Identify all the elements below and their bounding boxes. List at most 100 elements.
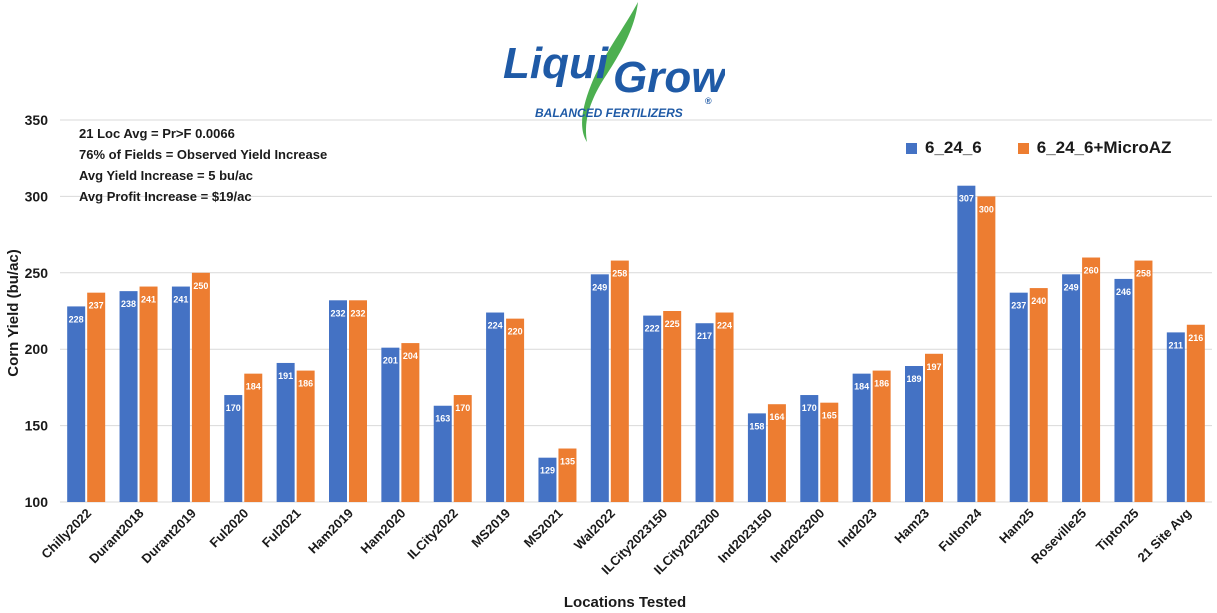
- legend-item-series2: 6_24_6+MicroAZ: [1017, 138, 1172, 158]
- data-label: 211: [1169, 340, 1184, 350]
- logo-text-liqui: Liqui: [503, 39, 609, 88]
- bar-series1: [852, 373, 871, 502]
- data-label: 250: [193, 281, 208, 291]
- y-tick-label: 100: [25, 494, 49, 510]
- stats-annotation: 21 Loc Avg = Pr>F 0.0066 76% of Fields =…: [79, 123, 327, 207]
- data-label: 164: [769, 412, 784, 422]
- x-tick-label: Ind2023: [835, 506, 880, 551]
- data-label: 165: [822, 411, 837, 421]
- data-label: 241: [141, 295, 156, 305]
- bar-series1: [1166, 332, 1185, 502]
- bar-series1: [1114, 278, 1133, 502]
- bar-series2: [663, 311, 682, 502]
- data-label: 216: [1188, 333, 1203, 343]
- data-label: 191: [278, 371, 293, 381]
- data-label: 163: [435, 414, 450, 424]
- bar-series2: [1134, 260, 1153, 502]
- data-label: 186: [874, 379, 889, 389]
- x-tick-label: Ind2023200: [767, 506, 827, 566]
- x-tick-label: MS2021: [521, 506, 566, 551]
- y-axis-ticks: 100 150 200 250 300 350: [25, 112, 49, 510]
- bar-series1: [224, 395, 243, 502]
- data-label: 232: [330, 308, 345, 318]
- data-label: 228: [69, 314, 84, 324]
- data-label: 240: [1031, 296, 1046, 306]
- data-label: 225: [665, 319, 680, 329]
- legend-item-series1: 6_24_6: [906, 138, 982, 158]
- bar-series1: [329, 300, 347, 502]
- x-tick-label: Tipton25: [1093, 506, 1142, 555]
- x-tick-label: MS2019: [468, 506, 513, 551]
- bar-series2: [1186, 324, 1205, 502]
- bar-series1: [590, 274, 609, 502]
- data-label: 222: [645, 324, 660, 334]
- x-tick-label: Ham25: [996, 506, 1037, 547]
- legend-swatch-series2: [1017, 142, 1029, 154]
- data-label: 258: [612, 269, 627, 279]
- data-label: 232: [350, 308, 365, 318]
- data-label: 224: [717, 321, 732, 331]
- legend-label: 6_24_6: [925, 138, 982, 157]
- bar-series1: [695, 323, 714, 502]
- bar-series2: [506, 318, 525, 502]
- bar-series2: [715, 312, 734, 502]
- data-label: 260: [1084, 266, 1099, 276]
- bar-series1: [171, 286, 190, 502]
- x-tick-label: Wal2022: [571, 506, 618, 553]
- bar-series1: [1009, 292, 1028, 502]
- legend: 6_24_6 6_24_6+MicroAZ: [906, 138, 1207, 158]
- bar-series2: [558, 448, 577, 502]
- data-label: 258: [1136, 269, 1151, 279]
- x-tick-label: Ham2019: [305, 506, 356, 557]
- bar-series1: [957, 185, 976, 503]
- bar-series2: [453, 395, 472, 502]
- data-label: 249: [592, 282, 607, 292]
- data-label: 189: [906, 374, 921, 384]
- y-axis-label: Corn Yield (bu/ac): [5, 249, 22, 377]
- x-tick-label: Ham2020: [357, 506, 408, 557]
- x-tick-label: Ful2020: [207, 506, 252, 551]
- data-label: 135: [560, 457, 575, 467]
- bar-series1: [433, 405, 452, 502]
- data-label: 249: [1064, 282, 1079, 292]
- bar-series1: [67, 306, 86, 502]
- stat-line: 76% of Fields = Observed Yield Increase: [79, 147, 328, 162]
- x-tick-label: Roseville25: [1028, 506, 1089, 567]
- bar-series1: [1062, 274, 1081, 502]
- x-tick-label: Fulton24: [936, 505, 985, 554]
- logo-tagline: BALANCED FERTILIZERS: [535, 106, 683, 120]
- bar-series1: [276, 362, 295, 502]
- data-label: 201: [383, 356, 398, 366]
- bar-series2: [139, 286, 158, 502]
- data-label: 129: [540, 466, 555, 476]
- bar-series1: [905, 366, 923, 502]
- data-label: 184: [854, 382, 869, 392]
- bar-series1: [486, 312, 505, 502]
- x-tick-label: ILCity2022: [404, 506, 461, 563]
- bar-series1: [538, 457, 557, 502]
- y-tick-label: 250: [25, 265, 49, 281]
- data-label: 204: [403, 351, 418, 361]
- logo-registered: ®: [705, 96, 712, 106]
- data-label: 241: [173, 295, 188, 305]
- data-label: 237: [89, 301, 104, 311]
- bar-series2: [401, 343, 420, 502]
- x-axis-label: Locations Tested: [564, 594, 686, 611]
- data-label: 186: [298, 379, 313, 389]
- bar-series1: [643, 315, 662, 502]
- bars: 228 237 238 241 241 250 170 184 191 186 232 232 201 2…: [67, 185, 1205, 503]
- x-tick-label: Durant2019: [138, 506, 199, 567]
- data-label: 170: [455, 403, 470, 413]
- data-label: 220: [508, 327, 523, 337]
- bar-series2: [191, 272, 210, 502]
- leaf-icon: [582, 2, 638, 142]
- bar-series1: [800, 395, 819, 502]
- legend-label: 6_24_6+MicroAZ: [1036, 138, 1172, 157]
- bar-series2: [349, 300, 367, 502]
- data-label: 224: [488, 321, 503, 331]
- x-tick-label: Ind2023150: [715, 506, 775, 566]
- y-tick-label: 200: [25, 341, 49, 357]
- bar-series1: [381, 347, 400, 502]
- bar-series2: [1029, 288, 1048, 502]
- x-tick-label: Chilly2022: [38, 506, 94, 562]
